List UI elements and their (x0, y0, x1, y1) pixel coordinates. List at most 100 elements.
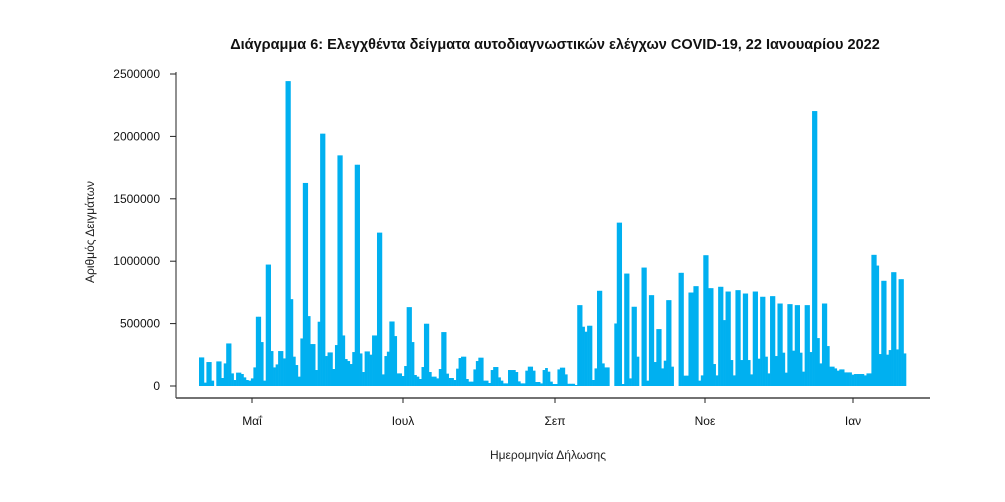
bar (658, 329, 662, 386)
bar (725, 291, 729, 386)
bar (332, 369, 336, 386)
bar (233, 380, 237, 386)
bar (584, 331, 588, 386)
bar (426, 323, 430, 386)
bar (685, 375, 689, 386)
bar (663, 360, 667, 386)
bar (819, 363, 823, 386)
y-tick-label: 0 (153, 379, 160, 393)
bar (839, 369, 843, 386)
bar (765, 356, 768, 386)
bar (859, 374, 862, 386)
bar (275, 364, 279, 386)
bar (878, 354, 882, 386)
bar (285, 81, 289, 387)
bar (545, 368, 548, 386)
bar (710, 288, 714, 386)
bar (218, 361, 222, 386)
bar (550, 381, 553, 386)
bar (713, 364, 716, 386)
bar (537, 382, 541, 386)
bar (386, 351, 390, 386)
bar (461, 356, 464, 386)
bar (804, 305, 808, 386)
bar (347, 361, 351, 386)
bar (779, 303, 783, 386)
bar (231, 373, 234, 386)
bar (802, 371, 805, 386)
bar (629, 378, 632, 386)
bar (374, 335, 378, 386)
bar (732, 375, 736, 386)
bar (500, 380, 504, 386)
bar (310, 344, 314, 386)
bar (364, 351, 368, 386)
bar (423, 323, 427, 386)
bar (540, 383, 543, 386)
bar (367, 351, 370, 386)
bar (794, 305, 798, 386)
bar (203, 382, 207, 386)
bar (557, 369, 561, 386)
bar (784, 372, 788, 386)
bar (376, 232, 380, 386)
bar (797, 305, 801, 386)
bar (752, 291, 756, 386)
bar (695, 286, 699, 386)
bar (547, 371, 551, 386)
bar (881, 280, 885, 386)
bar (631, 306, 635, 386)
bar (666, 300, 669, 386)
bar (292, 356, 296, 386)
bar (226, 343, 229, 386)
bar (453, 380, 457, 386)
bar (505, 383, 509, 386)
bar (522, 383, 526, 386)
bar (782, 352, 786, 386)
bar (720, 286, 724, 386)
bar (621, 384, 625, 386)
bar (844, 372, 847, 386)
bar (807, 305, 810, 386)
bar (730, 360, 734, 386)
bar (861, 374, 865, 386)
bar (404, 366, 407, 386)
bar (381, 374, 385, 386)
bar (868, 373, 872, 386)
bar (554, 384, 558, 386)
bar (389, 321, 393, 386)
bar (856, 374, 860, 386)
bar (572, 383, 576, 386)
bar (520, 383, 524, 386)
bar (703, 255, 707, 386)
bar (278, 351, 281, 386)
bar (255, 316, 259, 386)
bar (305, 182, 309, 386)
y-tick-label: 2000000 (113, 129, 160, 143)
bar (643, 267, 647, 386)
chart-title: Διάγραμμα 6: Ελεγχθέντα δείγματα αυτοδια… (230, 37, 880, 53)
bar (527, 366, 531, 386)
bar (661, 368, 665, 386)
bar (295, 365, 299, 386)
bar (718, 286, 721, 386)
bar (589, 325, 593, 386)
x-tick-label: Νοε (695, 414, 716, 428)
bar (470, 381, 474, 386)
bar (250, 378, 254, 386)
bar (562, 367, 566, 386)
bar (636, 356, 640, 386)
bar (821, 303, 825, 386)
bar (414, 375, 417, 386)
bar (416, 376, 420, 386)
bar (745, 293, 749, 386)
bar (690, 292, 694, 386)
bar (243, 377, 247, 386)
bar (854, 374, 857, 386)
bar (211, 380, 215, 386)
bar (700, 375, 704, 386)
bar (893, 272, 897, 386)
bar (493, 367, 496, 386)
bar (851, 374, 855, 386)
